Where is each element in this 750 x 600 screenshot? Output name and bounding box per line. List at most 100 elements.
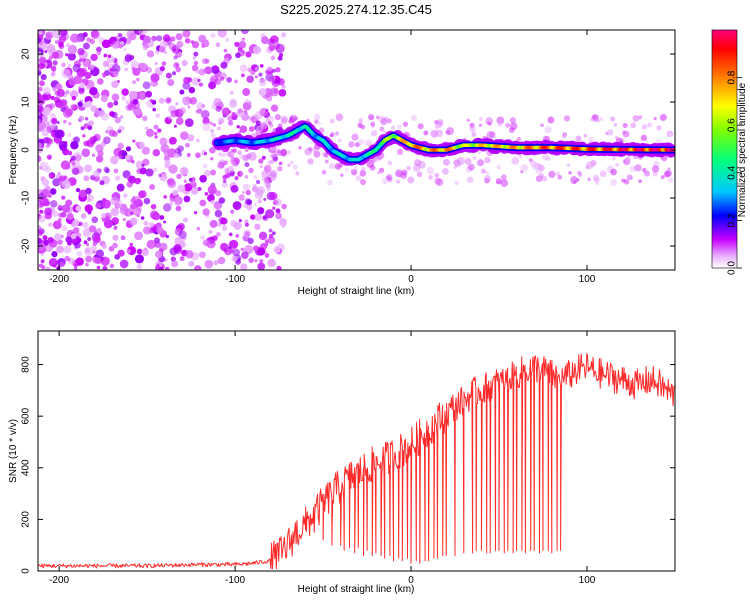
noise-speckle xyxy=(58,212,64,218)
noise-speckle xyxy=(125,100,130,105)
noise-speckle xyxy=(82,134,86,138)
band-speckle xyxy=(464,158,472,165)
noise-speckle xyxy=(42,87,51,95)
noise-speckle xyxy=(168,164,178,174)
band-speckle xyxy=(599,170,607,178)
noise-speckle xyxy=(120,235,126,241)
noise-speckle xyxy=(278,161,283,166)
noise-speckle xyxy=(85,243,90,247)
band-speckle xyxy=(472,155,477,160)
band-speckle xyxy=(379,126,385,132)
band-speckle xyxy=(508,127,515,133)
noise-speckle xyxy=(134,254,144,264)
band-speckle xyxy=(454,160,462,168)
noise-speckle xyxy=(222,179,227,184)
band-speckle xyxy=(329,118,335,124)
band-speckle xyxy=(259,165,263,169)
noise-speckle xyxy=(123,47,127,51)
noise-speckle xyxy=(101,265,108,270)
noise-speckle xyxy=(210,129,215,134)
noise-speckle xyxy=(165,72,172,79)
y-tick-label: 0 xyxy=(21,568,32,574)
band-speckle xyxy=(397,124,403,130)
noise-speckle xyxy=(136,77,140,82)
band-speckle xyxy=(317,122,322,126)
band-speckle xyxy=(625,155,631,161)
noise-speckle xyxy=(84,71,92,80)
noise-speckle xyxy=(179,167,189,176)
noise-speckle xyxy=(185,142,190,148)
band-speckle xyxy=(653,116,657,121)
spectrogram-y-label: Frequency (Hz) xyxy=(8,116,19,185)
noise-speckle xyxy=(38,30,43,35)
band-speckle xyxy=(358,138,365,146)
band-speckle xyxy=(587,177,592,182)
noise-speckle xyxy=(58,204,62,209)
noise-speckle xyxy=(167,179,177,189)
noise-speckle xyxy=(167,115,172,120)
noise-speckle xyxy=(75,36,82,43)
band-speckle xyxy=(610,116,616,122)
band-speckle xyxy=(414,159,422,167)
noise-speckle xyxy=(111,80,119,88)
noise-speckle xyxy=(239,171,244,176)
noise-speckle xyxy=(38,242,46,251)
noise-speckle xyxy=(175,117,184,126)
noise-speckle xyxy=(126,30,136,39)
noise-speckle xyxy=(41,106,51,116)
noise-speckle xyxy=(113,225,118,230)
noise-speckle xyxy=(170,110,178,118)
noise-speckle xyxy=(276,265,282,270)
noise-speckle xyxy=(138,92,146,99)
noise-speckle xyxy=(151,35,157,42)
colorbar-tick-label: 0.2 xyxy=(727,213,738,227)
band-speckle xyxy=(288,117,296,124)
band-speckle xyxy=(335,113,344,122)
noise-speckle xyxy=(126,181,133,188)
band-speckle xyxy=(610,168,617,176)
noise-speckle xyxy=(196,226,201,231)
noise-speckle xyxy=(253,203,257,207)
noise-speckle xyxy=(261,155,266,160)
noise-speckle xyxy=(75,187,81,193)
band-speckle xyxy=(599,117,604,121)
noise-speckle xyxy=(139,167,147,175)
band-speckle xyxy=(313,113,321,121)
band-speckle xyxy=(428,175,433,180)
band-speckle xyxy=(630,122,637,129)
noise-speckle xyxy=(86,100,93,107)
band-speckle xyxy=(443,158,450,166)
noise-speckle xyxy=(92,241,98,246)
band-speckle xyxy=(466,118,471,122)
noise-speckle xyxy=(75,205,82,212)
noise-speckle xyxy=(90,105,97,112)
noise-speckle xyxy=(232,248,241,257)
noise-speckle xyxy=(146,239,156,250)
noise-speckle xyxy=(142,226,152,235)
noise-speckle xyxy=(186,152,191,158)
band-speckle xyxy=(441,167,449,175)
band-speckle xyxy=(327,179,334,186)
noise-speckle xyxy=(213,77,221,86)
noise-speckle xyxy=(78,115,85,121)
noise-speckle xyxy=(202,163,208,169)
noise-speckle xyxy=(188,86,196,94)
noise-speckle xyxy=(226,77,232,83)
noise-speckle xyxy=(82,58,92,68)
band-speckle xyxy=(261,177,266,182)
noise-speckle xyxy=(152,149,161,157)
band-speckle xyxy=(659,113,667,121)
band-speckle xyxy=(583,133,588,138)
noise-speckle xyxy=(51,30,61,39)
band-speckle xyxy=(359,178,367,186)
noise-speckle xyxy=(258,88,267,97)
noise-speckle xyxy=(178,230,187,239)
noise-speckle xyxy=(58,140,68,150)
band-speckle xyxy=(350,169,354,173)
noise-speckle xyxy=(179,89,185,95)
noise-speckle xyxy=(98,107,102,112)
noise-speckle xyxy=(49,188,57,195)
noise-speckle xyxy=(91,216,99,224)
band-speckle xyxy=(270,154,274,158)
noise-speckle xyxy=(68,121,72,126)
